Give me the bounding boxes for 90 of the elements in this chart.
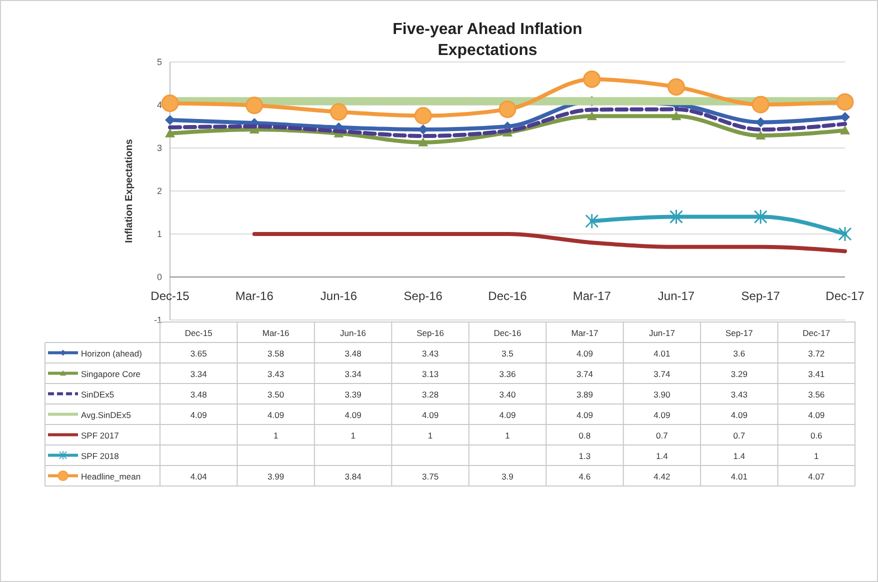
- data-label: 3.34: [190, 369, 208, 379]
- data-label: 3.39: [344, 390, 362, 400]
- data-label: 1: [428, 430, 433, 440]
- data-label: 3.65: [190, 348, 208, 358]
- category-label: Sep-17: [725, 328, 753, 338]
- data-label: 4.07: [808, 472, 825, 482]
- category-label: Dec-15: [184, 328, 212, 338]
- data-label: 4.09: [268, 410, 284, 420]
- legend-label: SPF 2018: [81, 451, 120, 461]
- legend-label: Horizon (ahead): [81, 348, 142, 358]
- y-tick-label: 3: [156, 143, 162, 153]
- data-label: 1: [505, 430, 510, 440]
- y-tick-label: 4: [156, 100, 162, 110]
- category-label: Mar-16: [262, 328, 290, 338]
- data-label: 1: [273, 430, 278, 440]
- data-label: 4.04: [190, 472, 208, 482]
- data-label: 4.09: [422, 410, 439, 420]
- category-label: Jun-16: [340, 328, 366, 338]
- data-label: 3.48: [190, 390, 208, 400]
- legend-label: Singapore Core: [81, 369, 141, 379]
- data-label: 3.43: [730, 390, 748, 400]
- data-label: 3.75: [422, 472, 439, 482]
- data-label: 1: [814, 451, 820, 461]
- data-label: 3.40: [499, 390, 516, 400]
- data-label: 3.43: [268, 369, 284, 379]
- data-label: 3.9: [502, 472, 514, 482]
- data-label: 3.84: [344, 472, 362, 482]
- data-label: 3.90: [654, 390, 670, 400]
- data-label: 4.09: [808, 410, 825, 420]
- legend-label: SinDEx5: [81, 390, 114, 400]
- data-label: 3.13: [422, 369, 439, 379]
- data-label: 4.01: [730, 472, 748, 482]
- data-label: 0.7: [733, 430, 746, 440]
- data-label: 3.48: [344, 348, 362, 358]
- data-label: 3.29: [730, 369, 748, 379]
- data-label: 3.43: [422, 348, 439, 358]
- data-label: 3.41: [808, 369, 825, 379]
- x-tick-label: Jun-16: [320, 289, 358, 303]
- data-label: 1.4: [656, 451, 668, 461]
- category-label: Mar-17: [571, 328, 598, 338]
- data-label: 3.6: [733, 348, 746, 358]
- category-label: Jun-17: [648, 328, 675, 338]
- data-label: 0.7: [656, 430, 668, 440]
- data-label: 3.74: [654, 369, 670, 379]
- y-tick-label: 5: [156, 57, 162, 67]
- data-label: 4.09: [576, 348, 594, 358]
- data-label: 4.42: [654, 472, 670, 482]
- category-label: Dec-16: [494, 328, 522, 338]
- data-label: 1.3: [578, 451, 591, 461]
- data-label: 4.09: [730, 410, 748, 420]
- chart-title: Five-year Ahead Inflation Expectations: [392, 21, 582, 59]
- data-label: 3.34: [344, 369, 362, 379]
- x-tick-label: Sep-17: [741, 289, 780, 303]
- data-label: 3.36: [499, 369, 516, 379]
- data-label: 4.6: [578, 472, 591, 482]
- y-tick-label: 0: [156, 272, 162, 282]
- data-label: 3.50: [268, 390, 284, 400]
- data-label: 0.6: [810, 430, 823, 440]
- data-label: 0.8: [578, 430, 591, 440]
- x-tick-label: Dec-16: [488, 289, 528, 303]
- category-label: Sep-16: [416, 328, 444, 338]
- legend-label: SPF 2017: [81, 430, 120, 440]
- x-tick-label: Mar-16: [235, 289, 274, 303]
- legend-label: Avg.SinDEx5: [81, 410, 132, 420]
- data-label: 4.09: [576, 410, 594, 420]
- category-label: Dec-17: [802, 328, 830, 338]
- data-label: 4.09: [499, 410, 516, 420]
- data-label: 3.72: [808, 348, 825, 358]
- data-label: 3.56: [808, 390, 825, 400]
- x-tick-label: Dec-15: [150, 289, 190, 303]
- legend-label: Headline_mean: [81, 472, 141, 482]
- x-tick-label: Sep-16: [404, 289, 443, 303]
- y-tick-label: 2: [156, 186, 162, 196]
- data-label: 1: [350, 430, 356, 440]
- x-tick-label: Mar-17: [572, 289, 612, 303]
- data-label: 4.09: [344, 410, 362, 420]
- data-label: 1.4: [733, 451, 746, 461]
- data-label: 3.28: [422, 390, 439, 400]
- x-tick-label: Dec-17: [826, 289, 865, 303]
- data-label: 3.58: [268, 348, 284, 358]
- data-label: 4.09: [190, 410, 208, 420]
- data-label: 3.74: [576, 369, 594, 379]
- data-label: 3.99: [268, 472, 284, 482]
- data-label: 4.09: [654, 410, 670, 420]
- x-tick-label: Jun-17: [658, 289, 695, 303]
- data-label: 4.01: [654, 348, 670, 358]
- y-tick-label: 1: [156, 229, 162, 239]
- y-axis-title: Inflation Expectations: [124, 138, 135, 243]
- data-label: 3.5: [502, 348, 514, 358]
- data-label: 3.89: [576, 390, 594, 400]
